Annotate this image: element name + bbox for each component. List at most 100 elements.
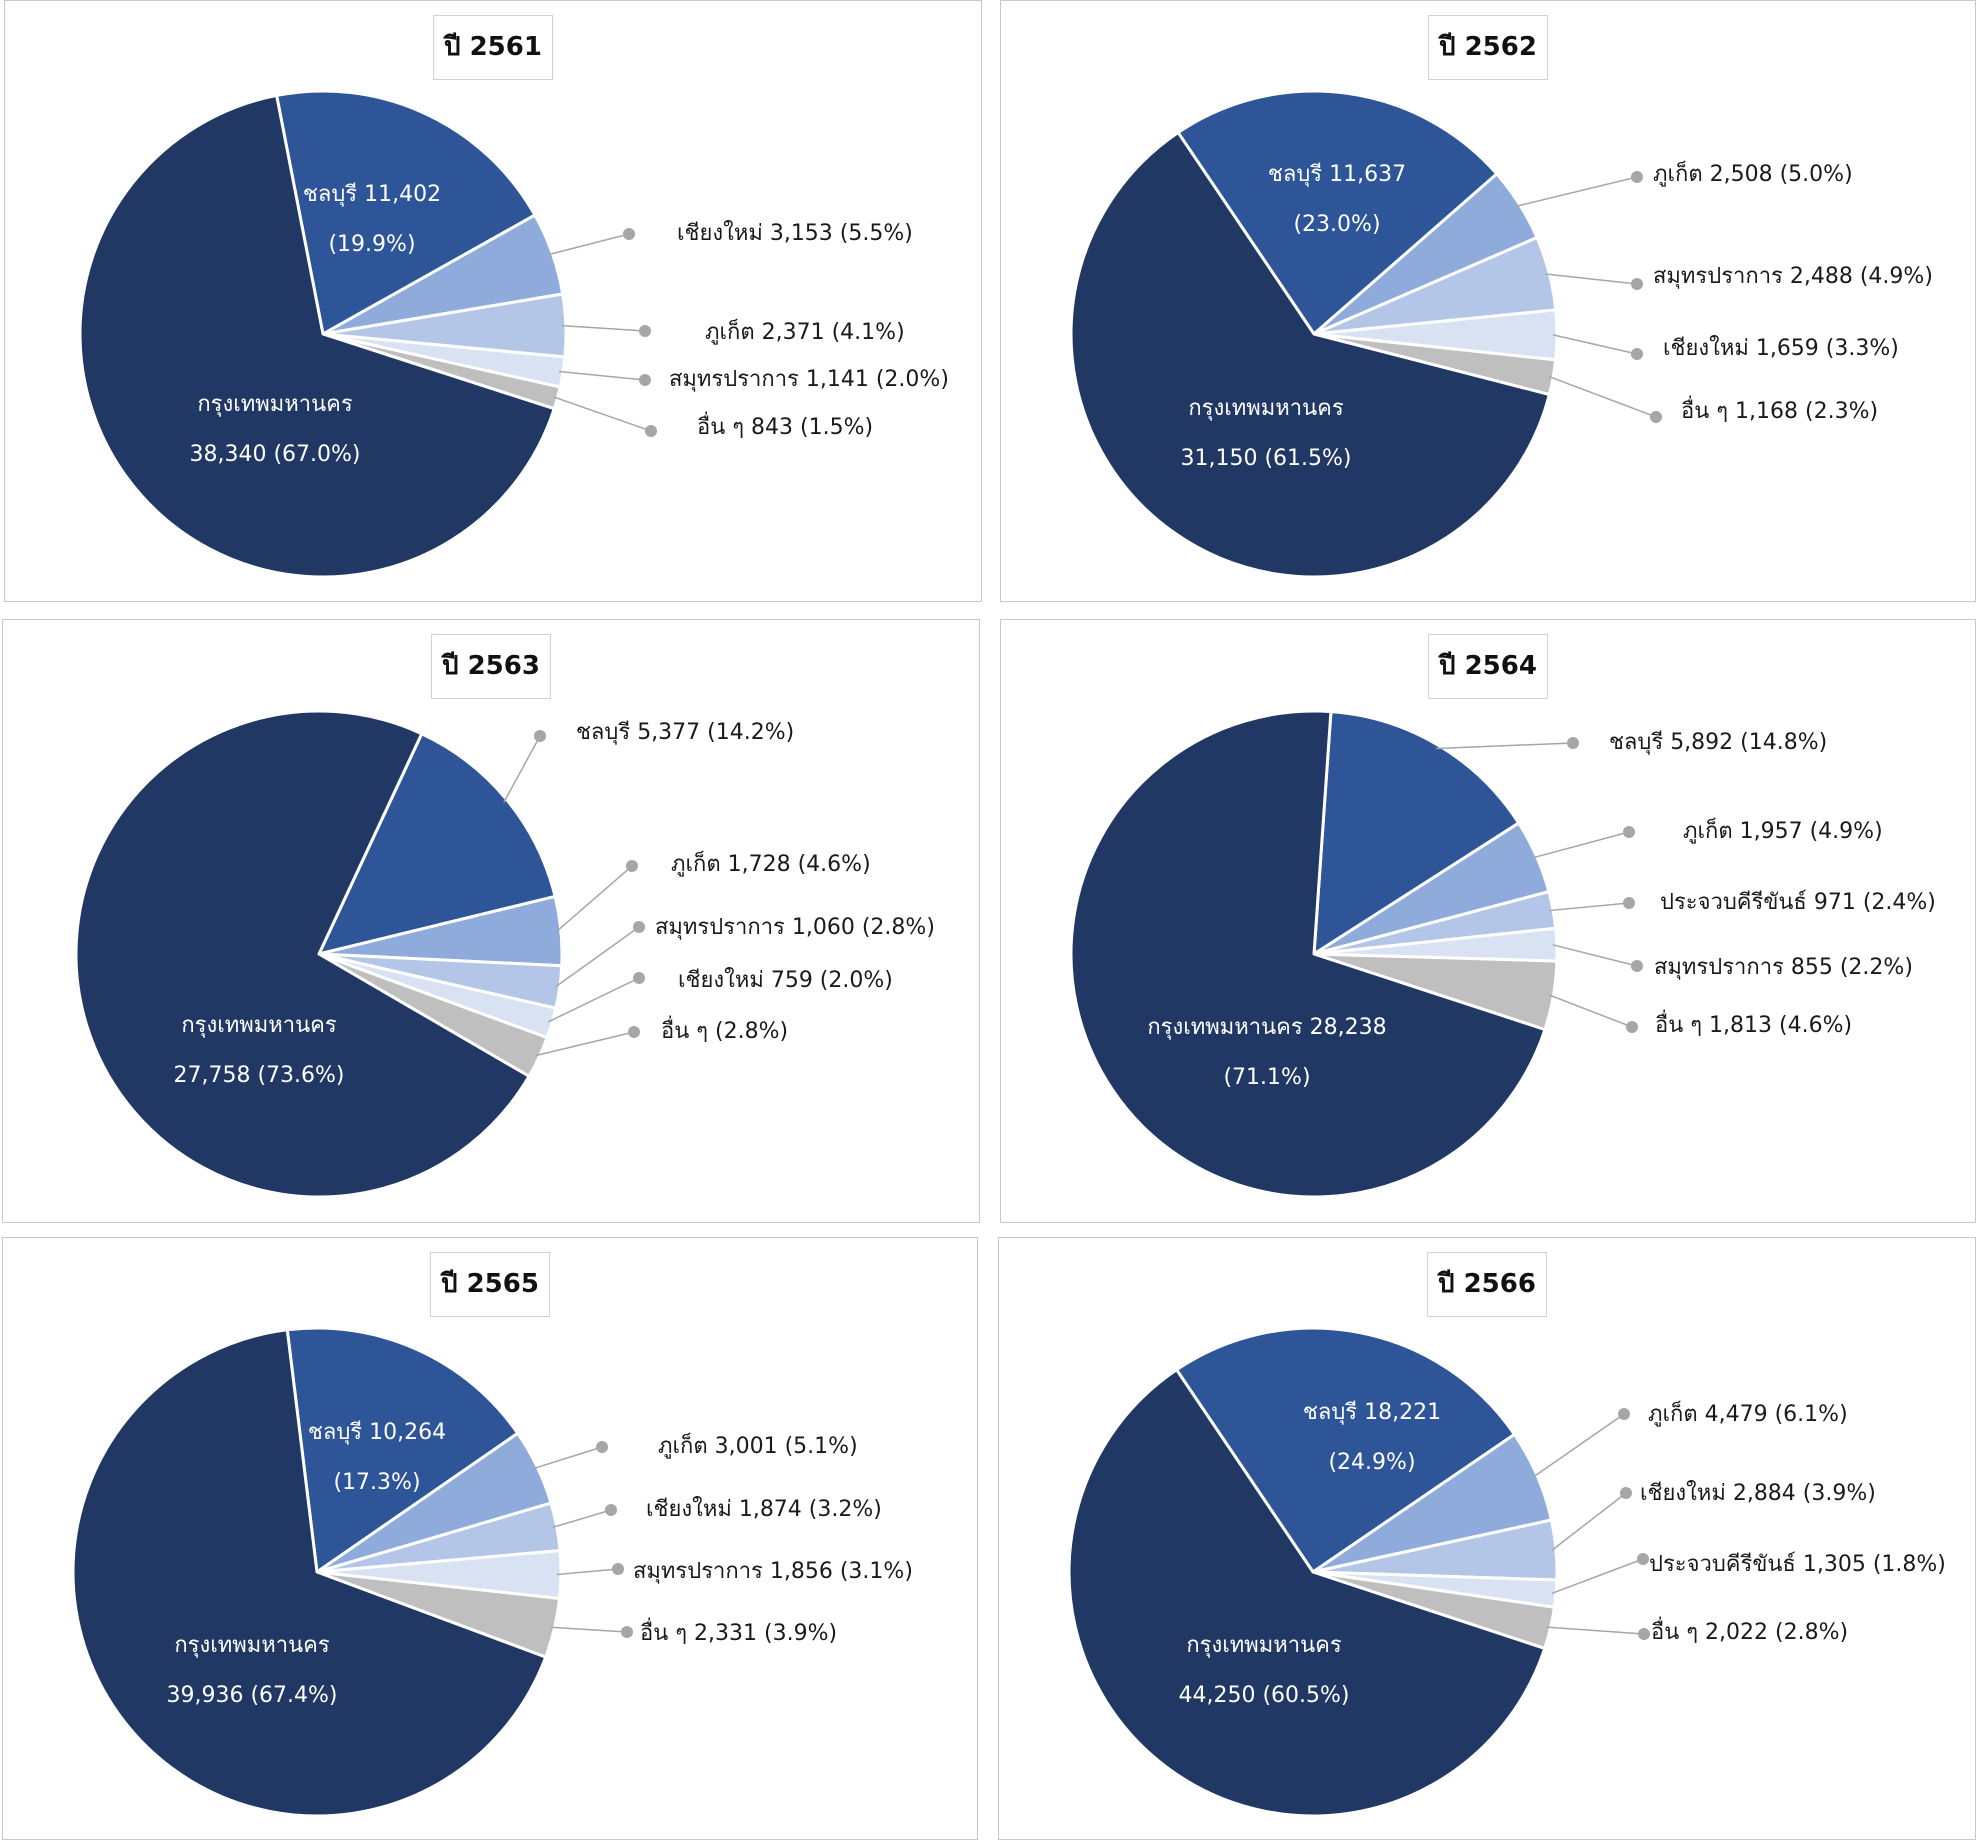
slice-label: ภูเก็ต 2,508 (5.0%) <box>1653 159 1853 187</box>
chart-title: ปี 2566 <box>1427 1252 1547 1317</box>
pie-slices <box>1069 709 1559 1199</box>
pie-chart-2564: ปี 2564 กรุงเทพมหานคร 28,238 (71.1%) ชลบุร… <box>1000 619 1976 1223</box>
chart-title: ปี 2561 <box>433 15 553 80</box>
leader-dot <box>1626 1021 1638 1033</box>
leader-line <box>555 926 640 988</box>
slice-label: เชียงใหม่ 1,659 (3.3%) <box>1663 335 1899 361</box>
chart-title: ปี 2563 <box>431 634 551 699</box>
slice-label: อื่น ๆ 2,331 (3.9%) <box>640 1617 837 1646</box>
leader-dot <box>1631 278 1643 290</box>
leader-dot <box>633 921 645 933</box>
pie-slice <box>1067 1368 1547 1818</box>
slice-label: อื่น ๆ 1,813 (4.6%) <box>1655 1009 1852 1038</box>
pie-svg: กรุงเทพมหานคร 44,250 (60.5%) ชลบุรี 18,221… <box>1067 1326 1946 1818</box>
slice-label: กรุงเทพมหานคร 27,758 (73.6%) <box>173 1013 344 1088</box>
slice-label: สมุทรปราการ 1,141 (2.0%) <box>669 367 949 392</box>
slice-label: สมุทรปราการ 1,060 (2.8%) <box>655 915 935 940</box>
leader-dot <box>1637 1553 1649 1565</box>
leader-line <box>548 233 630 256</box>
chart-title: ปี 2565 <box>430 1252 550 1317</box>
leader-line <box>1515 176 1638 208</box>
leader-line <box>553 396 652 432</box>
leader-line <box>1532 831 1630 859</box>
leader-dot <box>1623 897 1635 909</box>
slice-label: ชลบุรี 11,637 (23.0%) <box>1268 162 1406 237</box>
slice-label: อื่น ๆ (2.8%) <box>661 1015 788 1044</box>
pie-svg: กรุงเทพมหานคร 31,150 (61.5%) ชลบุรี 11,637… <box>1069 89 1933 579</box>
leader-dot <box>645 425 657 437</box>
pie-chart-2562: ปี 2562 กรุงเทพมหานคร 31,150 (61.5%) ชลบุร… <box>1000 0 1976 602</box>
pie-slice <box>1176 89 1499 336</box>
slice-label: ชลบุรี 18,221 (24.9%) <box>1303 1400 1441 1475</box>
pie-slice <box>71 1328 548 1818</box>
slice-label: ชลบุรี 5,892 (14.8%) <box>1609 730 1827 755</box>
slice-label: ภูเก็ต 2,371 (4.1%) <box>705 317 905 345</box>
leader-line <box>535 1031 635 1057</box>
pie-slices <box>71 1326 563 1818</box>
pie-slice <box>1175 1326 1516 1574</box>
pie-slice <box>78 93 556 579</box>
slice-label: อื่น ๆ 2,022 (2.8%) <box>1651 1616 1848 1645</box>
slice-label: ประจวบคีรีขันธ์ 971 (2.4%) <box>1660 890 1936 915</box>
pie-slice <box>317 732 557 956</box>
slice-label: ภูเก็ต 1,728 (4.6%) <box>671 849 871 877</box>
leader-dot <box>612 1563 624 1575</box>
leader-dot <box>626 860 638 872</box>
slice-label: กรุงเทพมหานคร 38,340 (67.0%) <box>189 392 360 467</box>
slice-label: ชลบุรี 11,402 (19.9%) <box>303 182 441 257</box>
leader-line <box>561 324 646 332</box>
leader-dot <box>1638 1628 1650 1640</box>
pie-chart-2563: ปี 2563 กรุงเทพมหานคร 27,758 (73.6%) ชลบุร… <box>2 619 980 1223</box>
leader-line <box>547 977 640 1023</box>
leader-dot <box>596 1441 608 1453</box>
leader-dot <box>534 730 546 742</box>
pie-slice <box>1069 709 1547 1199</box>
leader-dot <box>628 1026 640 1038</box>
leader-line <box>556 865 633 932</box>
slice-label: สมุทรปราการ 1,856 (3.1%) <box>633 1559 913 1584</box>
slice-label: กรุงเทพมหานคร 44,250 (60.5%) <box>1178 1633 1349 1708</box>
leader-dot <box>1567 737 1579 749</box>
slice-label: กรุงเทพมหานคร 39,936 (67.4%) <box>166 1633 337 1708</box>
leader-dot <box>605 1504 617 1516</box>
leader-line <box>1552 334 1638 355</box>
slice-label: กรุงเทพมหานคร 31,150 (61.5%) <box>1180 396 1351 471</box>
slice-label: ชลบุรี 10,264 (17.3%) <box>308 1420 446 1495</box>
slice-label: ประจวบคีรีขันธ์ 1,305 (1.8%) <box>1649 1552 1946 1577</box>
pie-slice <box>1312 710 1521 956</box>
leader-line <box>533 1446 603 1470</box>
leader-line <box>1532 1413 1625 1478</box>
leader-line <box>1549 994 1633 1028</box>
slice-label: ชลบุรี 5,377 (14.2%) <box>576 720 794 745</box>
leader-dot <box>1620 1487 1632 1499</box>
pie-chart-2565: ปี 2565 กรุงเทพมหานคร 39,936 (67.4%) ชลบุร… <box>2 1237 978 1840</box>
leader-line <box>550 1626 628 1633</box>
leader-line <box>1551 1558 1644 1595</box>
leader-dot <box>1650 411 1662 423</box>
leader-dot <box>1631 960 1643 972</box>
slice-label: เชียงใหม่ 2,884 (3.9%) <box>1640 1480 1876 1506</box>
pie-svg: กรุงเทพมหานคร 38,340 (67.0%) ชลบุรี 11,402… <box>78 89 949 579</box>
leader-dot <box>639 374 651 386</box>
slice-label: เชียงใหม่ 1,874 (3.2%) <box>646 1496 882 1522</box>
pie-slice <box>275 89 537 336</box>
leader-line <box>1545 273 1638 285</box>
leader-dot <box>623 228 635 240</box>
slice-label: ภูเก็ต 4,479 (6.1%) <box>1648 1399 1848 1427</box>
leader-dot <box>1631 171 1643 183</box>
pie-chart-2561: ปี 2561 กรุงเทพมหานคร 38,340 (67.0%) ชลบุร… <box>4 0 982 602</box>
pie-slices <box>78 89 568 579</box>
leader-line <box>1548 902 1630 912</box>
pie-slice <box>285 1326 520 1574</box>
leader-dot <box>639 325 651 337</box>
slice-label: อื่น ๆ 843 (1.5%) <box>697 411 873 440</box>
pie-slice <box>1069 131 1551 579</box>
leader-dot <box>1631 348 1643 360</box>
leader-line <box>558 370 646 381</box>
leader-line <box>556 1568 619 1576</box>
leader-line <box>503 735 541 803</box>
leader-dot <box>1618 1408 1630 1420</box>
leader-line <box>1548 375 1657 418</box>
slice-label: ภูเก็ต 1,957 (4.9%) <box>1683 816 1883 844</box>
pie-slices <box>74 709 564 1199</box>
